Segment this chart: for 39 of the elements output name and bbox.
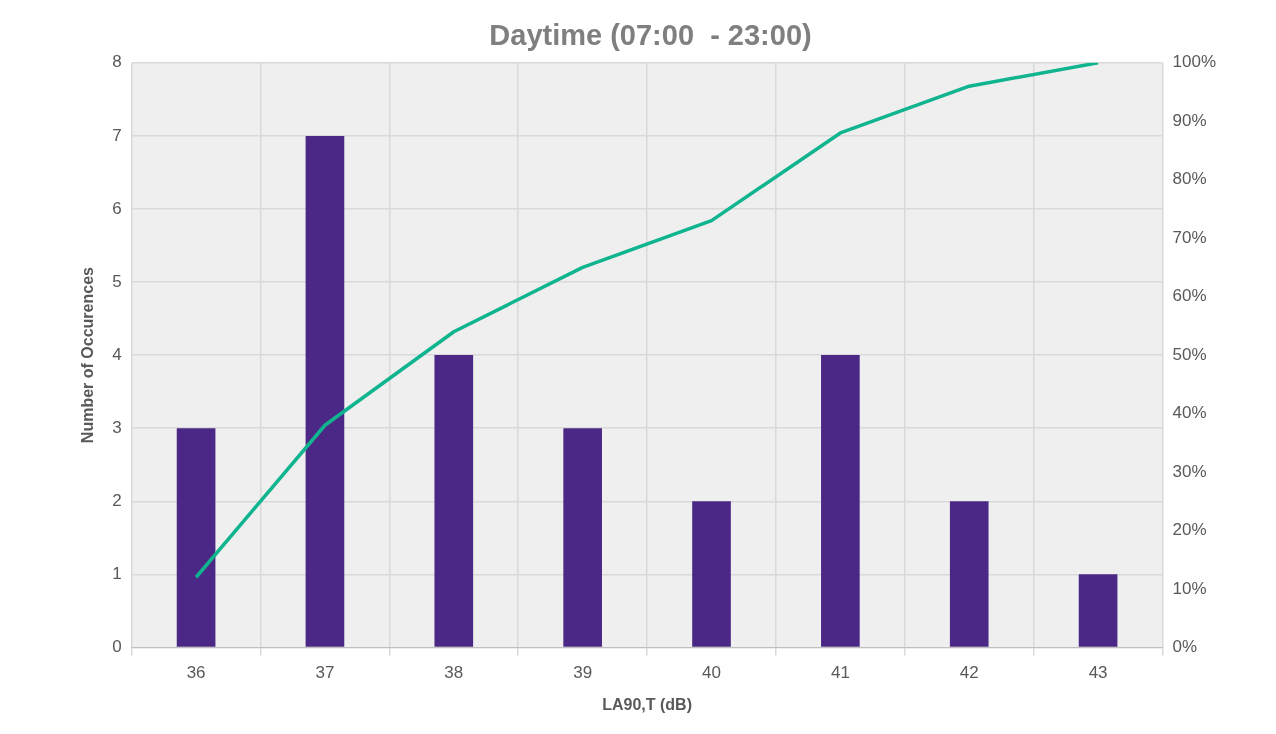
- y-tick-label: 3: [112, 417, 122, 437]
- y2-tick-label: 0%: [1172, 637, 1198, 657]
- x-tick-label: 42: [959, 663, 979, 683]
- y2-tick-label: 40%: [1172, 403, 1207, 423]
- x-tick-label: 37: [315, 663, 335, 683]
- bar: [692, 501, 731, 647]
- x-tick-label: 40: [702, 663, 721, 683]
- x-axis-title: LA90,T (dB): [602, 695, 692, 713]
- y2-tick-label: 90%: [1172, 110, 1207, 130]
- y-tick-label: 1: [112, 564, 122, 584]
- chart-title: Daytime (07:00 - 23:00): [489, 19, 812, 52]
- y2-tick-label: 100%: [1172, 52, 1216, 72]
- x-tick-label: 39: [573, 663, 593, 683]
- x-tick-label: 41: [830, 663, 850, 683]
- y2-tick-label: 10%: [1172, 578, 1207, 598]
- x-tick-label: 38: [444, 663, 464, 683]
- y2-tick-label: 70%: [1172, 227, 1207, 247]
- y-tick-label: 2: [112, 490, 122, 510]
- bar: [434, 355, 474, 647]
- bar: [176, 428, 216, 647]
- y-tick-label: 4: [112, 344, 122, 364]
- y-tick-label: 7: [112, 125, 122, 145]
- y-tick-label: 8: [112, 52, 122, 72]
- bar: [563, 428, 602, 647]
- y2-tick-label: 80%: [1172, 169, 1207, 189]
- bar: [305, 135, 345, 647]
- x-tick-label: 43: [1088, 663, 1108, 683]
- x-tick-label: 36: [186, 663, 206, 683]
- bar: [1078, 574, 1118, 647]
- y-tick-label: 6: [112, 198, 122, 218]
- y2-tick-label: 50%: [1172, 344, 1207, 364]
- y2-tick-label: 20%: [1172, 520, 1207, 540]
- y2-tick-label: 60%: [1172, 286, 1207, 306]
- y-axis-title: Number of Occurences: [79, 266, 97, 444]
- y-tick-label: 0: [112, 637, 122, 657]
- bar: [821, 355, 860, 647]
- y-tick-label: 5: [112, 271, 122, 291]
- bar: [949, 501, 989, 647]
- y2-tick-label: 30%: [1172, 461, 1207, 481]
